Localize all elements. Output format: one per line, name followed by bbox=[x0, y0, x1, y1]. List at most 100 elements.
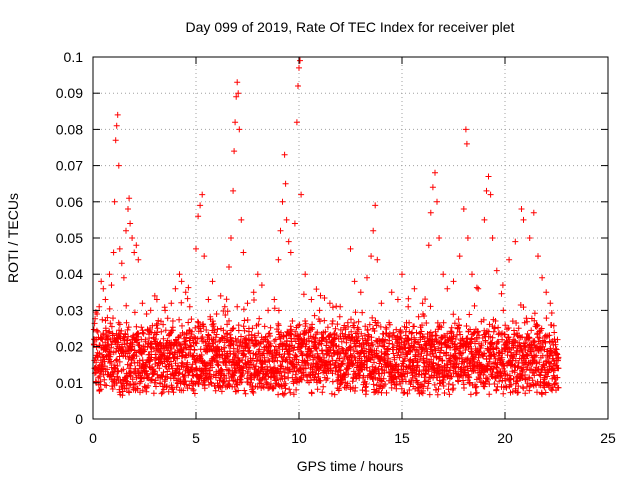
data-point bbox=[326, 352, 333, 359]
data-point bbox=[401, 373, 408, 380]
data-point bbox=[229, 337, 235, 344]
data-point bbox=[488, 373, 495, 379]
data-point bbox=[153, 296, 160, 303]
data-point bbox=[351, 319, 358, 326]
data-point bbox=[443, 349, 450, 356]
data-point bbox=[139, 327, 146, 334]
data-point bbox=[518, 206, 525, 212]
y-axis-label: ROTI / TECUs bbox=[5, 193, 21, 283]
data-point bbox=[314, 329, 321, 336]
data-point bbox=[419, 322, 425, 329]
data-point bbox=[297, 57, 303, 64]
data-point bbox=[440, 271, 447, 278]
data-point bbox=[284, 358, 291, 365]
data-point bbox=[189, 361, 196, 368]
data-point bbox=[358, 330, 365, 337]
data-point bbox=[496, 378, 503, 385]
data-point bbox=[324, 375, 331, 382]
data-point bbox=[197, 202, 204, 209]
data-point bbox=[523, 383, 530, 390]
data-point bbox=[414, 359, 421, 366]
data-point bbox=[145, 382, 152, 389]
data-point bbox=[125, 324, 132, 331]
data-point bbox=[449, 381, 456, 388]
data-point bbox=[147, 326, 154, 333]
data-point bbox=[333, 332, 340, 339]
data-point bbox=[144, 370, 151, 377]
data-point bbox=[236, 126, 243, 133]
data-point bbox=[527, 348, 534, 355]
data-point bbox=[481, 350, 487, 357]
data-point bbox=[408, 330, 415, 337]
data-point bbox=[300, 291, 307, 298]
data-point bbox=[364, 336, 371, 342]
data-point bbox=[535, 253, 541, 260]
data-point bbox=[207, 367, 214, 374]
data-point bbox=[536, 335, 543, 342]
data-point bbox=[158, 390, 165, 397]
data-point bbox=[213, 311, 220, 317]
data-point bbox=[385, 345, 392, 352]
data-point bbox=[545, 382, 552, 388]
data-point bbox=[241, 327, 248, 334]
data-point bbox=[526, 383, 533, 390]
data-point bbox=[300, 372, 307, 379]
data-point bbox=[448, 373, 455, 380]
data-point bbox=[162, 327, 169, 334]
x-tick-label: 10 bbox=[291, 430, 307, 446]
data-point bbox=[390, 329, 397, 336]
data-point bbox=[339, 330, 346, 337]
data-point bbox=[522, 376, 529, 383]
data-point bbox=[434, 319, 441, 326]
data-point bbox=[187, 350, 194, 357]
data-point bbox=[333, 303, 340, 310]
data-point bbox=[368, 253, 375, 260]
data-point bbox=[209, 321, 216, 328]
data-point bbox=[176, 316, 183, 323]
data-point bbox=[431, 343, 438, 350]
data-point bbox=[411, 323, 418, 330]
data-point bbox=[164, 315, 171, 322]
data-point bbox=[520, 304, 527, 311]
data-point bbox=[251, 297, 257, 303]
data-point bbox=[344, 380, 351, 387]
data-point bbox=[316, 307, 323, 314]
data-point bbox=[552, 361, 558, 368]
data-point bbox=[523, 315, 530, 322]
data-point bbox=[188, 316, 195, 323]
data-point bbox=[480, 316, 487, 323]
y-tick-label: 0.02 bbox=[56, 339, 83, 355]
data-point bbox=[420, 383, 427, 390]
data-point bbox=[191, 346, 198, 353]
data-point bbox=[148, 354, 155, 361]
data-point bbox=[520, 385, 527, 392]
data-point bbox=[363, 388, 370, 394]
data-point bbox=[135, 369, 142, 376]
chart-title: Day 099 of 2019, Rate Of TEC Index for r… bbox=[186, 19, 515, 35]
data-point bbox=[538, 347, 544, 354]
data-point bbox=[486, 381, 493, 388]
data-point bbox=[109, 386, 116, 392]
data-point bbox=[326, 332, 333, 339]
data-point bbox=[373, 322, 380, 329]
data-point bbox=[555, 384, 562, 391]
data-point bbox=[466, 311, 473, 318]
data-point bbox=[306, 337, 313, 344]
data-point bbox=[225, 382, 232, 388]
data-point bbox=[319, 389, 326, 396]
data-point bbox=[296, 321, 303, 328]
data-point bbox=[526, 387, 533, 394]
data-point bbox=[173, 384, 180, 391]
data-point bbox=[343, 339, 350, 346]
data-point bbox=[421, 313, 428, 319]
data-point bbox=[461, 366, 468, 373]
data-point bbox=[118, 327, 125, 334]
data-point bbox=[143, 311, 150, 317]
data-point bbox=[539, 274, 546, 281]
data-point bbox=[313, 345, 320, 352]
data-point bbox=[182, 289, 189, 296]
data-point bbox=[281, 373, 288, 380]
data-point bbox=[450, 278, 457, 285]
data-point bbox=[329, 378, 336, 385]
